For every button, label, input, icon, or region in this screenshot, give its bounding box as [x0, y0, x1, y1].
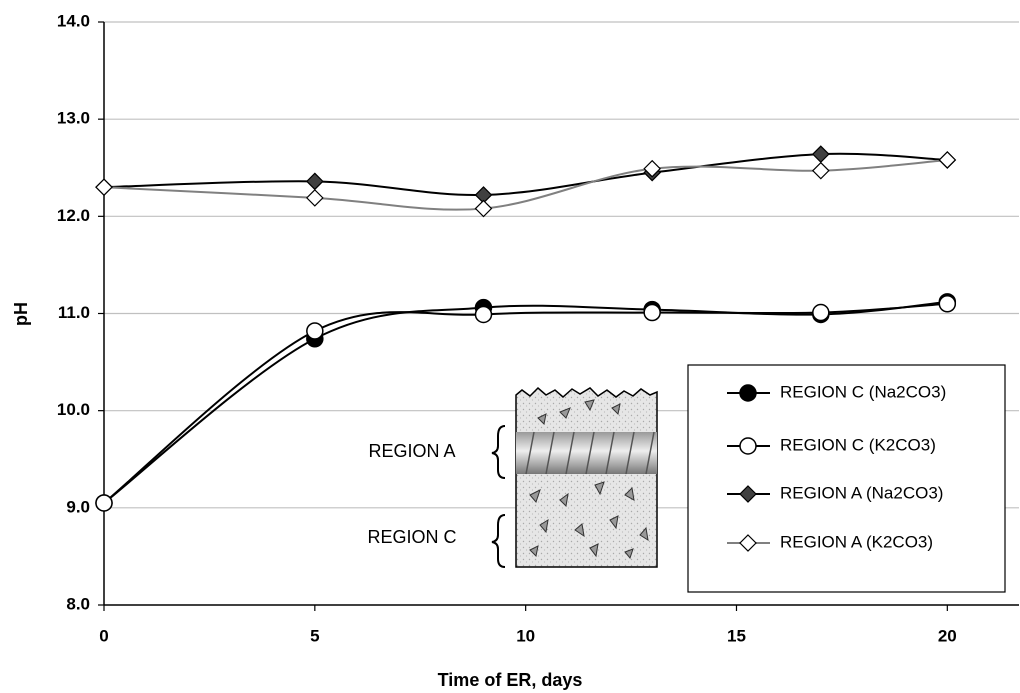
x-tick-label: 20	[938, 626, 957, 645]
marker	[644, 305, 660, 321]
marker	[307, 173, 323, 189]
marker	[939, 152, 955, 168]
y-tick-label: 9.0	[66, 497, 90, 516]
legend-label: REGION C (K2CO3)	[780, 435, 936, 454]
marker	[96, 179, 112, 195]
chart: 8.0 9.0 10.0 11.0 12.0 13.0 14.0 0 5 10 15 20 pH Ti…	[0, 0, 1020, 693]
marker	[939, 296, 955, 312]
x-tick-label: 0	[99, 626, 108, 645]
x-tick-label: 10	[516, 626, 535, 645]
marker	[307, 323, 323, 339]
marker	[96, 495, 112, 511]
marker	[813, 146, 829, 162]
marker	[813, 305, 829, 321]
legend-label: REGION A (K2CO3)	[780, 532, 933, 551]
y-tick-label: 10.0	[57, 400, 90, 419]
inset-diagram: REGION A REGION C	[367, 388, 657, 567]
annotation: REGION A	[368, 441, 455, 461]
x-tick-label: 5	[310, 626, 319, 645]
marker	[307, 190, 323, 206]
marker	[475, 201, 491, 217]
y-tick-label: 8.0	[66, 594, 90, 613]
y-tick-label: 12.0	[57, 206, 90, 225]
page: 8.0 9.0 10.0 11.0 12.0 13.0 14.0 0 5 10 15 20 pH Ti…	[0, 0, 1020, 693]
x-tick-label: 15	[727, 626, 746, 645]
marker	[813, 163, 829, 179]
marker	[475, 306, 491, 322]
legend-label: REGION A (Na2CO3)	[780, 483, 943, 502]
y-tick-label: 14.0	[57, 11, 90, 30]
legend-marker	[740, 438, 756, 454]
x-axis-label: Time of ER, days	[438, 670, 583, 690]
legend-label: REGION C (Na2CO3)	[780, 382, 946, 401]
annotation: REGION C	[367, 527, 456, 547]
y-tick-label: 13.0	[57, 109, 90, 128]
y-tick-label: 11.0	[58, 303, 90, 322]
y-axis-label: pH	[11, 302, 31, 326]
legend-marker	[740, 385, 756, 401]
